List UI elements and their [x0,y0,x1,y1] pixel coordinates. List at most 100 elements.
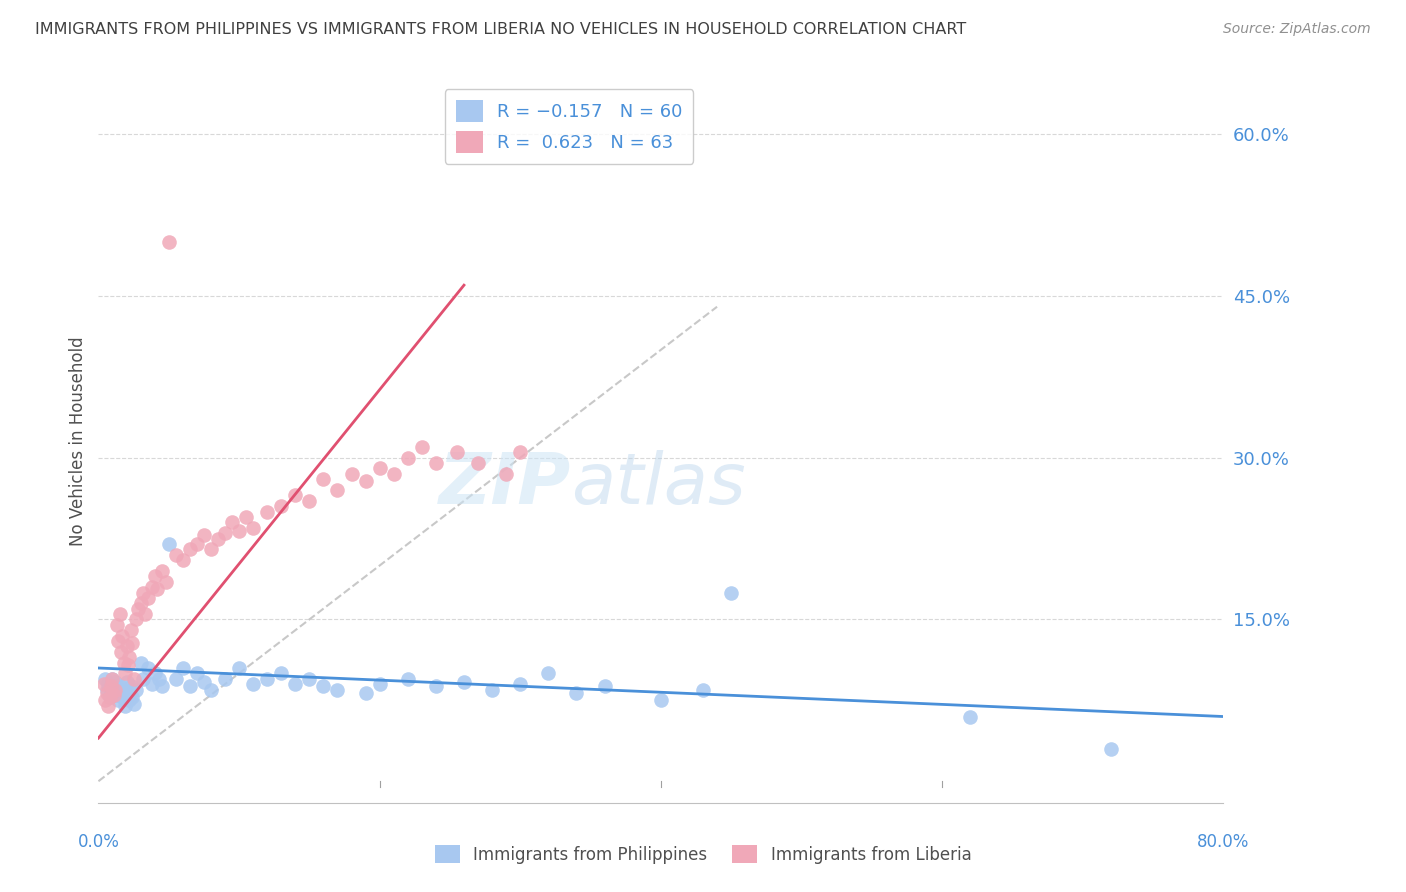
Text: 0.0%: 0.0% [77,833,120,851]
Point [134,607,156,621]
Point [207,532,229,546]
Text: atlas: atlas [571,450,745,519]
Point [118,650,141,665]
Point [1099,742,1122,756]
Point [117,688,139,702]
Point [165,672,187,686]
Point [104,682,127,697]
Text: ZIP: ZIP [439,450,571,519]
Point [111,629,134,643]
Point [270,666,292,681]
Point [93,677,115,691]
Point [107,634,129,648]
Point [959,709,981,723]
Point [136,591,159,605]
Point [107,693,129,707]
Point [100,686,122,700]
Point [141,677,163,691]
Point [425,679,447,693]
Point [593,679,616,693]
Point [214,526,236,541]
Point [368,677,391,691]
Point [120,624,142,638]
Point [396,672,419,686]
Point [186,537,208,551]
Point [509,677,531,691]
Point [148,672,170,686]
Point [132,585,155,599]
Point [298,493,321,508]
Point [104,675,127,690]
Point [103,679,125,693]
Point [112,656,135,670]
Point [312,472,335,486]
Point [565,686,588,700]
Point [97,698,120,713]
Point [150,679,173,693]
Point [94,672,117,686]
Point [235,510,257,524]
Point [382,467,405,481]
Point [298,672,321,686]
Point [146,582,169,597]
Point [193,675,215,690]
Point [136,661,159,675]
Point [200,542,222,557]
Point [125,612,148,626]
Point [120,679,142,693]
Text: 80.0%: 80.0% [1197,833,1250,851]
Point [121,690,143,705]
Point [537,666,560,681]
Point [150,564,173,578]
Point [96,682,118,697]
Point [692,682,714,697]
Point [125,682,148,697]
Point [96,686,118,700]
Point [115,640,138,654]
Point [127,601,149,615]
Point [270,500,292,514]
Point [242,677,264,691]
Point [228,524,250,538]
Point [129,596,152,610]
Point [312,679,335,693]
Point [114,698,136,713]
Point [214,672,236,686]
Point [108,679,131,693]
Point [132,672,155,686]
Point [221,516,243,530]
Point [720,585,742,599]
Point [108,607,131,621]
Point [111,690,134,705]
Point [157,537,180,551]
Point [121,636,143,650]
Point [200,682,222,697]
Text: IMMIGRANTS FROM PHILIPPINES VS IMMIGRANTS FROM LIBERIA NO VEHICLES IN HOUSEHOLD : IMMIGRANTS FROM PHILIPPINES VS IMMIGRANT… [35,22,966,37]
Point [172,661,194,675]
Point [453,675,475,690]
Point [256,505,278,519]
Point [115,675,138,690]
Point [165,548,187,562]
Point [100,679,122,693]
Point [110,686,132,700]
Point [650,693,672,707]
Point [495,467,517,481]
Point [186,666,208,681]
Point [122,672,145,686]
Point [193,528,215,542]
Point [94,693,117,707]
Point [326,483,349,497]
Point [118,693,141,707]
Point [105,618,128,632]
Point [242,521,264,535]
Point [340,467,363,481]
Text: Source: ZipAtlas.com: Source: ZipAtlas.com [1223,22,1371,37]
Point [411,440,433,454]
Point [97,677,120,691]
Legend: R = −0.157   N = 60, R =  0.623   N = 63: R = −0.157 N = 60, R = 0.623 N = 63 [444,89,693,164]
Point [110,645,132,659]
Point [98,690,121,705]
Legend: Immigrants from Philippines, Immigrants from Liberia: Immigrants from Philippines, Immigrants … [427,838,979,871]
Point [101,672,124,686]
